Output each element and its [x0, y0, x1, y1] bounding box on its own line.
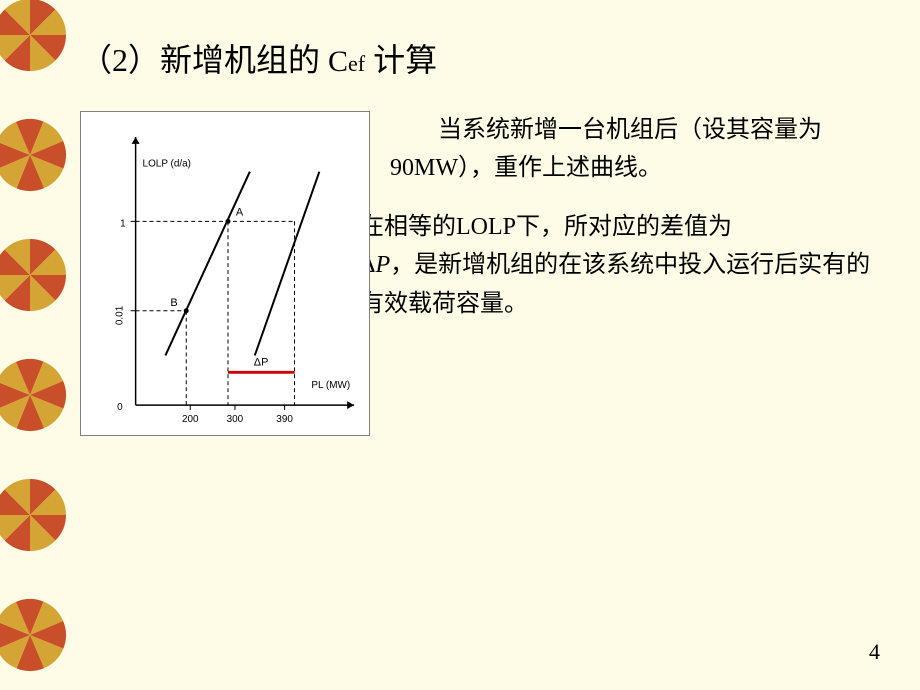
xtick-1: 200 [182, 414, 199, 425]
body-area: LOLP (d/a) PL (MW) 0 0.01 1 200 300 390 [80, 111, 890, 436]
curve-1 [165, 172, 249, 356]
xtick-3: 390 [276, 414, 293, 425]
title-symbol-c: C [328, 45, 348, 78]
title-suffix: 计算 [373, 42, 437, 78]
y-axis-arrow [132, 137, 140, 144]
chart-svg: LOLP (d/a) PL (MW) 0 0.01 1 200 300 390 [81, 112, 369, 435]
para2-part-a: 在相等的LOLP下，所对应的差值为 [360, 214, 732, 240]
fan-bullet-6 [0, 595, 70, 675]
fan-bullet-2 [0, 115, 70, 195]
y-axis-label: LOLP (d/a) [143, 159, 191, 170]
delta-p-symbol: P [375, 252, 390, 278]
page-number: 4 [869, 639, 880, 665]
slide-content: （2）新增机组的 Cef 计算 LOLP (d/a) PL (MW) 0 0.0… [80, 35, 890, 436]
slide-title: （2）新增机组的 Cef 计算 [80, 35, 890, 81]
delta-p-label: ΔP [254, 356, 269, 368]
ytick-0: 0 [117, 402, 123, 413]
curve-2 [255, 172, 320, 356]
lolp-chart: LOLP (d/a) PL (MW) 0 0.01 1 200 300 390 [80, 111, 370, 436]
title-prefix: （2）新增机组的 [80, 42, 320, 78]
x-axis-arrow [347, 401, 354, 409]
point-a-marker [225, 219, 230, 224]
xtick-2: 300 [227, 414, 244, 425]
x-axis-label: PL (MW) [311, 380, 350, 391]
point-b-marker [184, 308, 189, 313]
fan-bullet-1 [0, 0, 70, 75]
para2-part-b: ，是新增机组的在该系统中投入运行后实有的有效载荷容量。 [360, 252, 870, 316]
ytick-1: 0.01 [115, 305, 126, 325]
title-symbol-ef: ef [348, 51, 365, 76]
ytick-2: 1 [120, 218, 126, 229]
paragraph-2: 在相等的LOLP下，所对应的差值为 ΔP，是新增机组的在该系统中投入运行后实有的… [360, 208, 890, 323]
paragraph-1: 当系统新增一台机组后（设其容量为90MW），重作上述曲线。 [390, 111, 890, 188]
point-b-label: B [170, 297, 177, 309]
fan-bullet-5 [0, 475, 70, 555]
fan-bullet-3 [0, 235, 70, 315]
fan-bullet-4 [0, 355, 70, 435]
point-a-label: A [236, 206, 244, 218]
right-text-block: 当系统新增一台机组后（设其容量为90MW），重作上述曲线。 在相等的LOLP下，… [390, 111, 890, 323]
